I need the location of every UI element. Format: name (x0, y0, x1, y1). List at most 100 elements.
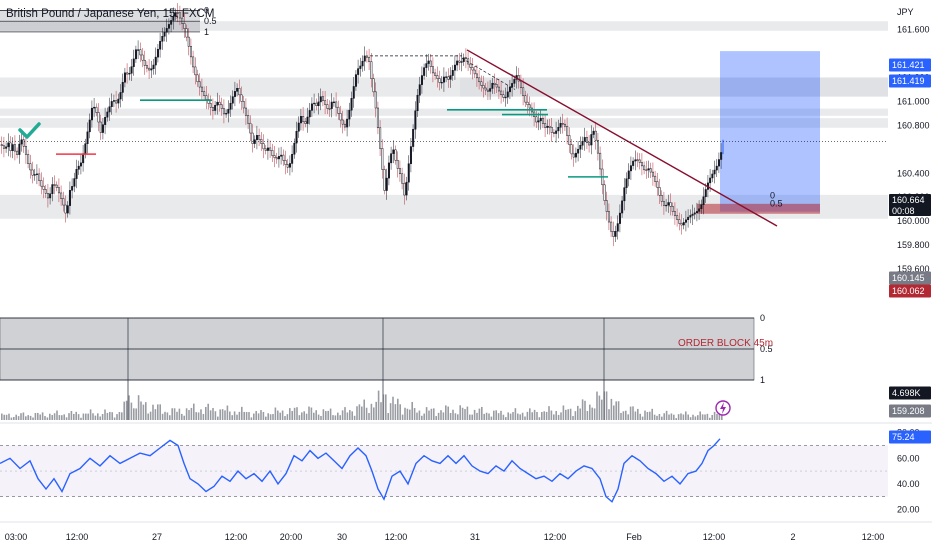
candle-body (416, 94, 419, 112)
volume-bar (159, 404, 161, 420)
volume-bar (284, 416, 286, 420)
candle-body (262, 143, 265, 150)
volume-bar (291, 411, 293, 420)
volume-bar (565, 409, 567, 420)
volume-bar (356, 406, 358, 420)
candle-body (251, 132, 254, 144)
volume-bar (250, 417, 253, 420)
volume-bar (428, 410, 430, 420)
candle-body (651, 171, 654, 177)
volume-bar (111, 412, 113, 420)
volume-bar (706, 413, 709, 420)
candle-body (57, 187, 60, 194)
volume-bar (73, 413, 75, 420)
volume-bar (584, 400, 586, 420)
candle-body (172, 16, 175, 21)
volume-bar (677, 414, 680, 420)
volume-bar (617, 401, 620, 420)
candle-body (108, 106, 111, 113)
candle-body (636, 159, 639, 161)
volume-bar (373, 407, 375, 420)
candle-body (233, 91, 236, 97)
volume-bar (445, 405, 447, 420)
candle-body (205, 95, 208, 100)
candle-body (238, 88, 241, 96)
volume-bar (593, 408, 596, 420)
candle-body (66, 205, 69, 214)
candle-body (101, 124, 104, 133)
volume-bar (34, 412, 37, 420)
candle-body (647, 168, 650, 171)
candle-body (671, 206, 674, 212)
volume-bar (435, 416, 437, 420)
time-axis[interactable]: 03:00 12:00 27 12:00 20:00 30 12:00 31 12:00 Feb 1… (0, 422, 932, 542)
volume-bar (183, 415, 185, 420)
candle-body (398, 168, 401, 175)
candle-body (185, 28, 188, 38)
volume-bar (1, 413, 3, 420)
candle-body (640, 162, 643, 167)
candle-body (297, 122, 300, 132)
volume-bar (87, 413, 89, 420)
volume-bar (392, 396, 394, 420)
candle-body (440, 82, 443, 84)
candle-body (449, 75, 452, 80)
lightning-icon[interactable] (715, 400, 731, 416)
candle-body (280, 154, 283, 157)
volume-bar (488, 413, 490, 420)
volume-bar (694, 416, 697, 420)
volume-bar (425, 407, 428, 420)
volume-bar (464, 409, 466, 420)
candle-body (376, 107, 379, 129)
volume-bar (440, 410, 442, 420)
candle-body (44, 189, 47, 194)
volume-bar (615, 401, 617, 420)
supply-demand-zone (0, 108, 888, 116)
volume-bar (521, 412, 524, 420)
volume-bar (130, 402, 133, 420)
rsi-tick-label: 20.00 (897, 504, 920, 514)
volume-bar (555, 411, 557, 420)
candle-body (524, 95, 527, 103)
volume-bar (329, 408, 332, 420)
volume-bar (221, 409, 224, 420)
price-label-bg (889, 271, 931, 285)
volume-bar (380, 402, 382, 420)
candle-body (579, 145, 582, 150)
candle-body (335, 101, 338, 108)
candle-body (401, 173, 404, 184)
candle-body (548, 125, 551, 128)
candle-body (537, 120, 540, 123)
volume-bar (675, 418, 677, 420)
volume-bar (653, 414, 656, 420)
volume-bar (317, 414, 320, 420)
price-label-bg (889, 284, 931, 298)
volume-bar (394, 404, 397, 420)
candle-body (240, 94, 243, 102)
candle-body (445, 76, 448, 78)
candle-body (90, 107, 93, 121)
candle-body (478, 77, 481, 83)
candle-body (159, 41, 162, 50)
candle-body (128, 73, 131, 75)
volume-bar (502, 414, 505, 420)
volume-bar (99, 416, 101, 420)
candle-body (678, 219, 681, 224)
candle-body (632, 160, 635, 166)
candle-body (405, 181, 408, 196)
candle-body (504, 96, 507, 99)
candle-body (198, 81, 201, 88)
volume-bar (15, 414, 17, 420)
candle-body (121, 82, 124, 93)
candle-body (220, 104, 223, 109)
candle-body (82, 153, 85, 164)
candle-body (429, 60, 432, 67)
candle-body (11, 144, 14, 152)
candle-body (561, 123, 564, 125)
candle-body (229, 102, 232, 110)
volume-bar (137, 395, 140, 420)
candle-body (123, 72, 126, 83)
volume-bar (289, 408, 291, 420)
candle-body (552, 132, 555, 134)
